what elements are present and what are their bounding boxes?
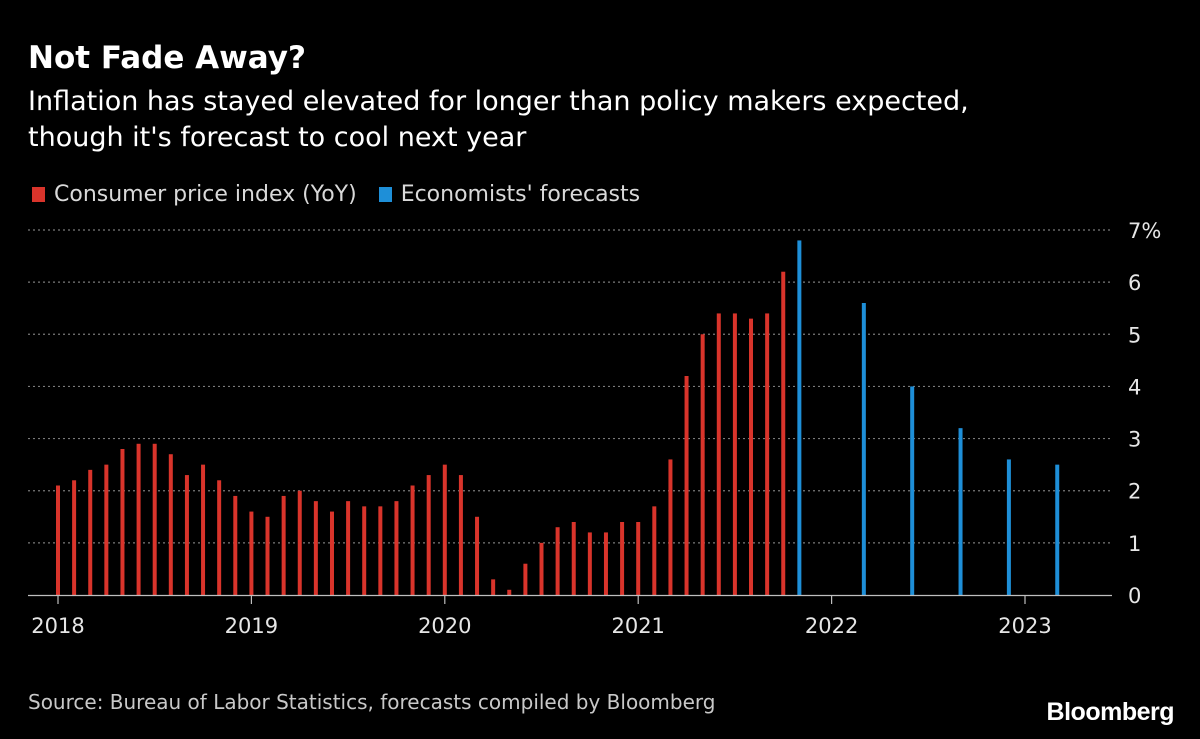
cpi-bar-27 — [491, 579, 496, 595]
cpi-bar-24 — [442, 464, 447, 595]
cpi-bar-32 — [571, 522, 576, 595]
y-tick-label-0: 0 — [1128, 584, 1141, 608]
cpi-bar-19 — [362, 506, 367, 595]
y-tick-label-6: 6 — [1128, 271, 1141, 295]
cpi-bar-38 — [668, 459, 673, 595]
cpi-bar-6 — [152, 443, 157, 595]
cpi-bar-4 — [120, 449, 125, 595]
cpi-bar-13 — [265, 516, 270, 595]
cpi-bar-29 — [523, 563, 528, 595]
cpi-bar-9 — [201, 464, 206, 595]
forecast-bar-2 — [910, 386, 915, 595]
y-tick-label-1: 1 — [1128, 532, 1141, 556]
cpi-bar-17 — [329, 511, 334, 595]
forecast-bar-1 — [861, 303, 866, 595]
legend-label-forecast: Economists' forecasts — [400, 181, 641, 207]
y-tick-label-3: 3 — [1128, 428, 1141, 452]
forecast-bar-4 — [1006, 459, 1011, 595]
legend-item-cpi: Consumer price index (YoY) — [32, 182, 357, 207]
y-axis-labels: 0 1 2 3 4 5 6 7% — [1128, 219, 1161, 608]
x-tick-label-2018: 2018 — [31, 614, 84, 638]
x-tick-label-2019: 2019 — [225, 614, 278, 638]
x-tick-label-2023: 2023 — [998, 614, 1051, 638]
cpi-bar-18 — [346, 501, 351, 595]
legend-item-forecast: Economists' forecasts — [378, 181, 641, 207]
cpi-bar-40 — [700, 334, 705, 595]
y-tick-label-5: 5 — [1128, 323, 1141, 347]
cpi-bar-34 — [603, 532, 608, 595]
cpi-bar-23 — [426, 475, 431, 595]
legend-label-cpi: Consumer price index (YoY) — [54, 181, 357, 207]
cpi-bar-41 — [716, 313, 721, 595]
y-tick-label-2: 2 — [1128, 480, 1141, 504]
forecast-bar-0 — [797, 240, 802, 595]
chart-legend: Consumer price index (YoY) Economists' f… — [32, 178, 662, 210]
bloomberg-logo: Bloomberg — [1046, 698, 1175, 726]
cpi-bar-22 — [410, 485, 415, 595]
cpi-bar-26 — [475, 516, 480, 595]
chart-subtitle: Inflation has stayed elevated for longer… — [28, 84, 1178, 156]
y-tick-label-7: 7% — [1128, 219, 1161, 243]
grid-lines — [28, 229, 1112, 544]
cpi-bar-16 — [313, 501, 318, 595]
x-tick-label-2021: 2021 — [611, 614, 664, 638]
cpi-bar-7 — [168, 454, 173, 595]
legend-swatch-cpi — [32, 186, 45, 202]
forecast-bar-5 — [1055, 464, 1060, 595]
cpi-bar-45 — [781, 271, 786, 595]
cpi-bar-14 — [281, 495, 286, 595]
x-axis-labels: 2018 2019 2020 2021 2022 2023 — [31, 614, 1051, 638]
cpi-bar-36 — [636, 522, 641, 595]
y-tick-label-4: 4 — [1128, 375, 1141, 399]
cpi-bar-15 — [297, 490, 302, 595]
cpi-bar-10 — [217, 480, 222, 595]
cpi-bar-1 — [72, 480, 77, 595]
x-tick-label-2022: 2022 — [805, 614, 858, 638]
cpi-bar-20 — [378, 506, 383, 595]
cpi-bar-21 — [394, 501, 399, 595]
cpi-bar-43 — [749, 318, 754, 595]
cpi-bar-0 — [56, 485, 60, 595]
source-note: Source: Bureau of Labor Statistics, fore… — [28, 690, 716, 714]
legend-swatch-forecast — [378, 186, 392, 202]
cpi-bar-37 — [652, 506, 657, 595]
forecast-bar-3 — [958, 428, 963, 595]
cpi-bar-5 — [136, 443, 141, 595]
chart-title: Not Fade Away? — [28, 40, 306, 76]
cpi-bar-35 — [620, 522, 625, 595]
cpi-bar-44 — [765, 313, 770, 595]
cpi-bar-8 — [184, 475, 189, 595]
cpi-bar-39 — [684, 376, 689, 595]
bar-chart: 0 1 2 3 4 5 6 7% 2018 2019 2020 2021 2022 2023 — [28, 219, 1161, 638]
cpi-bar-42 — [732, 313, 737, 595]
cpi-bar-31 — [555, 527, 560, 595]
cpi-bar-28 — [507, 589, 512, 595]
cpi-bar-11 — [233, 495, 238, 595]
cpi-bar-3 — [104, 464, 109, 595]
cpi-bar-2 — [88, 469, 93, 595]
cpi-bar-12 — [249, 511, 254, 595]
x-axis — [28, 594, 1112, 604]
cpi-bar-30 — [539, 542, 544, 595]
bar-marks — [56, 240, 1060, 595]
subtitle-line-2: though it's forecast to cool next year — [28, 122, 527, 153]
cpi-bar-25 — [458, 475, 463, 595]
x-tick-label-2020: 2020 — [418, 614, 471, 638]
cpi-bar-33 — [587, 532, 592, 595]
subtitle-line-1: Inflation has stayed elevated for longer… — [28, 86, 969, 117]
